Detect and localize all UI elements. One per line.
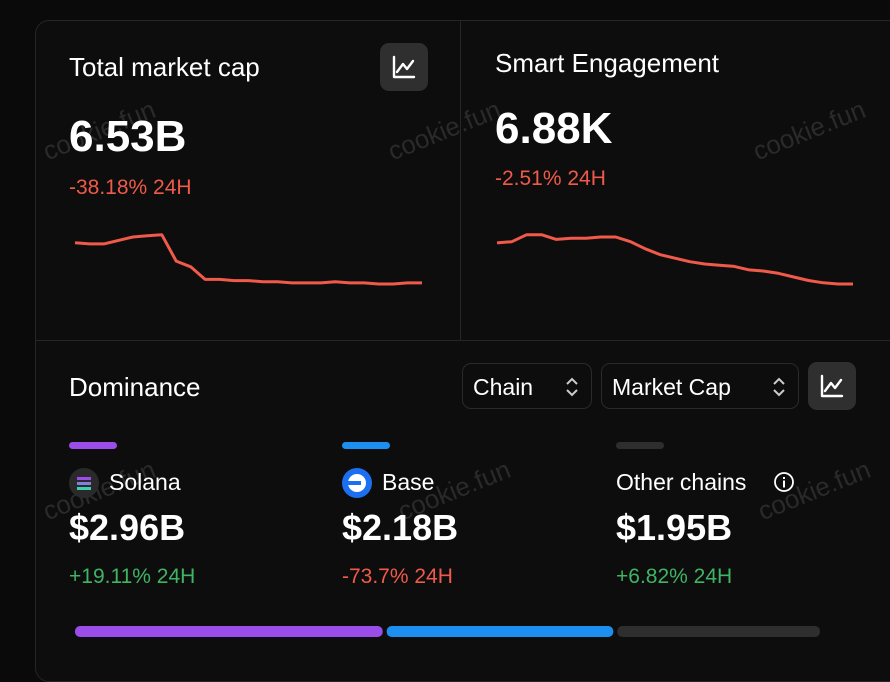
screen: cookie.fun cookie.fun cookie.fun cookie.… xyxy=(35,20,890,682)
chain-name: Other chains xyxy=(616,469,747,495)
chain-icon xyxy=(69,468,99,498)
chain-value: $2.96B xyxy=(69,507,186,548)
card-change: -38.18% 24H xyxy=(69,176,192,199)
chevron xyxy=(566,377,578,397)
chain-logo xyxy=(77,477,91,490)
chain-logo xyxy=(348,474,366,492)
chain-change: -73.7% 24H xyxy=(342,565,453,588)
chain-change: +6.82% 24H xyxy=(616,565,733,588)
info-ring xyxy=(774,472,794,492)
sparkline xyxy=(74,233,422,286)
select-label: Chain xyxy=(473,374,534,400)
card-value: 6.88K xyxy=(495,104,613,153)
dominance-bar xyxy=(75,626,820,637)
chain-icon xyxy=(342,468,372,498)
divider xyxy=(35,340,890,341)
sparkline xyxy=(496,233,853,286)
chart-icon xyxy=(392,55,416,79)
card-title: Total market cap xyxy=(69,52,260,82)
select[interactable]: Chain xyxy=(462,363,592,409)
card-title: Smart Engagement xyxy=(495,48,720,78)
section-title: Dominance xyxy=(69,372,201,402)
info-dot xyxy=(783,477,785,479)
logo-stripe xyxy=(77,482,91,485)
panel xyxy=(35,20,890,682)
select[interactable]: Market Cap xyxy=(601,363,799,409)
info-stem xyxy=(783,480,785,488)
chart-button[interactable] xyxy=(808,362,856,410)
chain-name: Solana xyxy=(109,469,181,495)
dominance-segment xyxy=(386,626,614,637)
chain-swatch xyxy=(342,442,390,449)
logo-stripe xyxy=(77,477,91,480)
chart-button[interactable] xyxy=(380,43,428,91)
chain-change: +19.11% 24H xyxy=(69,565,196,588)
chain-name: Base xyxy=(382,469,435,495)
dominance-segment xyxy=(75,626,383,637)
select-label: Market Cap xyxy=(612,374,731,400)
chart-icon xyxy=(820,374,844,398)
info-icon xyxy=(774,472,794,492)
dominance-segment xyxy=(617,626,820,637)
card-change: -2.51% 24H xyxy=(495,167,606,190)
chain-value: $1.95B xyxy=(616,507,733,548)
logo-bar xyxy=(348,481,361,485)
sparklines xyxy=(74,233,853,286)
logo-stripe xyxy=(77,487,91,490)
chain-swatch xyxy=(69,442,117,449)
chevron xyxy=(773,377,785,397)
chain-value: $2.18B xyxy=(342,507,459,548)
chain-swatch xyxy=(616,442,664,449)
divider xyxy=(460,20,461,340)
card-value: 6.53B xyxy=(69,112,187,161)
